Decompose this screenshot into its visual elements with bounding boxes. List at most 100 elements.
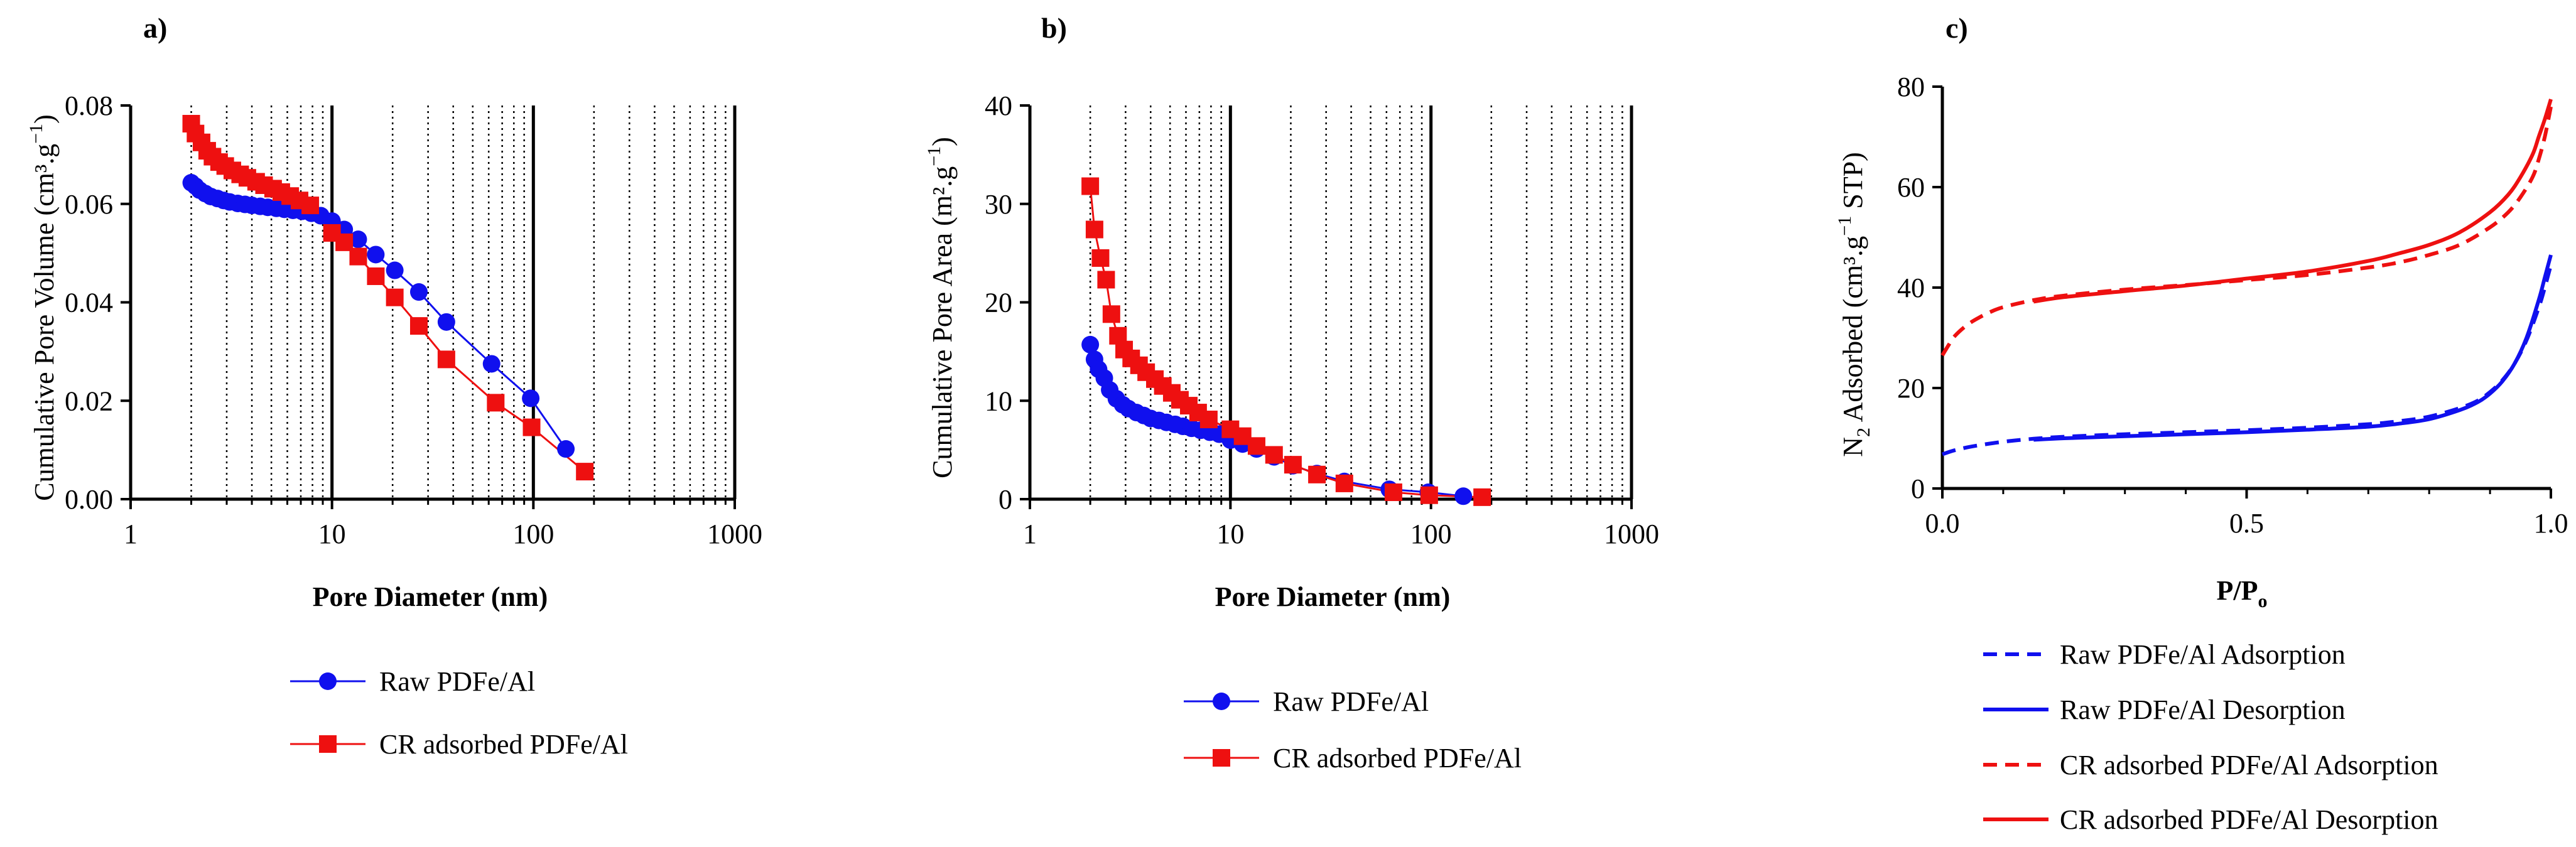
legend-raw-adsorption-label: Raw PDFe/Al Adsorption (2060, 639, 2346, 670)
x-tick-label: 1 (124, 519, 138, 549)
x-tick-label: 10 (1216, 519, 1244, 549)
y-tick-label: 40 (985, 90, 1012, 121)
raw-pdfe-al-desorption-curve (2033, 254, 2553, 442)
y-tick-label: 40 (1897, 272, 1925, 303)
raw-pdfe-al-line (190, 181, 567, 450)
panel-b-markers (1081, 177, 1491, 506)
cr-adsorbed-pdfe-al-point (1335, 474, 1353, 492)
cr-adsorbed-pdfe-al-point (522, 418, 541, 436)
cr-adsorbed-pdfe-al-point (1284, 456, 1302, 474)
x-tick-label: 100 (1410, 519, 1452, 549)
legend-cr-label: CR adsorbed PDFe/Al (379, 729, 628, 760)
x-tick-label: 1.0 (2534, 508, 2568, 539)
panel-c-y-axis-label: N2 Adsorbed (cm³.g−1 STP) (1834, 152, 1874, 456)
cr-adsorbed-pdfe-al-point (349, 247, 367, 266)
panel-c-x-axis: 0.0 0.5 1.0 (1925, 487, 2568, 539)
panel-a: a) Cumulative Pore Volume (cm³.g−1) 1 10 1… (26, 12, 762, 760)
x-tick-label: 1000 (1604, 519, 1659, 549)
x-tick-label: 1 (1023, 519, 1037, 549)
panel-c: c) N2 Adsorbed (cm³.g−1 STP) 0.0 0.5 1.0 0… (1834, 12, 2568, 835)
y-tick-label: 0 (998, 484, 1012, 515)
x-tick-label: 10 (318, 519, 346, 549)
legend-cr-marker (1213, 749, 1230, 767)
y-tick-label: 60 (1897, 172, 1925, 203)
cr-adsorbed-pdfe-al-point (1081, 177, 1100, 195)
panel-c-label: c) (1946, 12, 1968, 44)
panel-b-x-axis-label: Pore Diameter (nm) (1215, 581, 1451, 612)
raw-pdfe-al-point (437, 313, 455, 331)
raw-pdfe-al-adsorption-curve (1942, 264, 2553, 456)
y-tick-label: 30 (985, 189, 1012, 220)
panel-b-legend: Raw PDFe/Al CR adsorbed PDFe/Al (1184, 686, 1522, 774)
y-tick-label: 0.04 (65, 288, 113, 318)
panel-a-x-axis: 1 10 100 1000 (124, 497, 762, 549)
panel-a-legend: Raw PDFe/Al CR adsorbed PDFe/Al (290, 666, 628, 760)
cr-adsorbed-pdfe-al-point (386, 288, 404, 306)
panel-b-series-lines (1089, 186, 1483, 499)
panel-c-x-axis-label: P/Po (2217, 575, 2268, 612)
cr-adsorbed-pdfe-al-point (1097, 271, 1115, 289)
legend-raw-desorption-label: Raw PDFe/Al Desorption (2060, 694, 2346, 725)
y-tick-label: 20 (1897, 373, 1925, 404)
cr-adsorbed-pdfe-al-point (1384, 483, 1402, 502)
raw-pdfe-al-point (1081, 335, 1100, 353)
cr-adsorbed-pdfe-al-point (409, 317, 428, 335)
y-tick-label: 80 (1897, 72, 1925, 102)
y-tick-label: 0.02 (65, 386, 113, 416)
legend-cr-adsorption-label: CR adsorbed PDFe/Al Adsorption (2060, 750, 2438, 780)
panel-b-x-axis: 1 10 100 1000 (1023, 497, 1659, 549)
cr-adsorbed-pdfe-al-point (301, 197, 320, 215)
raw-pdfe-al-point (522, 389, 540, 407)
y-tick-label: 0.00 (65, 484, 113, 515)
legend-raw-marker (319, 672, 337, 690)
cr-adsorbed-pdfe-al-point (1085, 220, 1103, 239)
cr-adsorbed-pdfe-al-point (1420, 486, 1438, 504)
cr-adsorbed-pdfe-al-point (1308, 465, 1326, 483)
legend-raw-label: Raw PDFe/Al (1273, 686, 1429, 717)
raw-pdfe-al-point (1454, 487, 1473, 505)
panel-b-y-axis-label: Cumulative Pore Area (m².g−1) (924, 137, 958, 478)
y-tick-label: 20 (985, 288, 1012, 318)
panel-b: b) Cumulative Pore Area (m².g−1) 1 10 100 1… (924, 12, 1659, 774)
raw-pdfe-al-point (409, 283, 428, 301)
raw-pdfe-al-point (482, 355, 501, 373)
cr-adsorbed-pdfe-al-point (1102, 305, 1120, 323)
y-tick-label: 0.06 (65, 189, 113, 220)
panel-a-markers (182, 114, 594, 481)
raw-pdfe-al-point (349, 230, 367, 249)
legend-raw-marker (1213, 693, 1230, 710)
panel-a-label: a) (143, 12, 167, 44)
x-tick-label: 0.5 (2229, 508, 2264, 539)
legend-cr-label: CR adsorbed PDFe/Al (1273, 743, 1522, 774)
raw-pdfe-al-point (557, 440, 575, 458)
panel-a-grid (190, 105, 737, 499)
raw-pdfe-al-point (386, 261, 404, 279)
panel-b-y-axis: 0 10 20 30 40 (985, 90, 1032, 515)
panel-a-x-axis-label: Pore Diameter (nm) (313, 581, 548, 612)
cr-adsorbed-pdfe-al-point (1199, 411, 1218, 429)
legend-cr-desorption-label: CR adsorbed PDFe/Al Desorption (2060, 804, 2438, 835)
y-tick-label: 0 (1911, 473, 1925, 504)
cr-adsorbed-pdfe-al-point (1247, 437, 1265, 455)
y-tick-label: 10 (985, 386, 1012, 416)
cr-adsorbed-pdfe-al-adsorption-curve (1940, 106, 2553, 357)
cr-adsorbed-pdfe-al-point (367, 267, 385, 285)
cr-adsorbed-pdfe-al-line (1089, 186, 1483, 499)
panel-b-label: b) (1041, 12, 1067, 44)
legend-cr-marker (319, 735, 337, 753)
cr-adsorbed-pdfe-al-point (487, 394, 505, 412)
cr-adsorbed-pdfe-al-point (1473, 488, 1491, 506)
y-tick-label: 0.08 (65, 90, 113, 121)
legend-raw-label: Raw PDFe/Al (379, 666, 535, 697)
x-tick-label: 0.0 (1925, 508, 1960, 539)
panel-b-grid (1089, 105, 1633, 499)
cr-adsorbed-pdfe-al-point (576, 463, 594, 481)
cr-adsorbed-pdfe-al-desorption-curve (2033, 99, 2553, 304)
raw-pdfe-al-point (367, 245, 385, 264)
cr-adsorbed-pdfe-al-point (1265, 446, 1283, 464)
panel-c-series-lines (1940, 99, 2553, 456)
cr-adsorbed-pdfe-al-point (437, 350, 455, 369)
panel-c-y-axis: 0 20 40 60 80 (1897, 72, 1944, 504)
x-tick-label: 100 (512, 519, 554, 549)
